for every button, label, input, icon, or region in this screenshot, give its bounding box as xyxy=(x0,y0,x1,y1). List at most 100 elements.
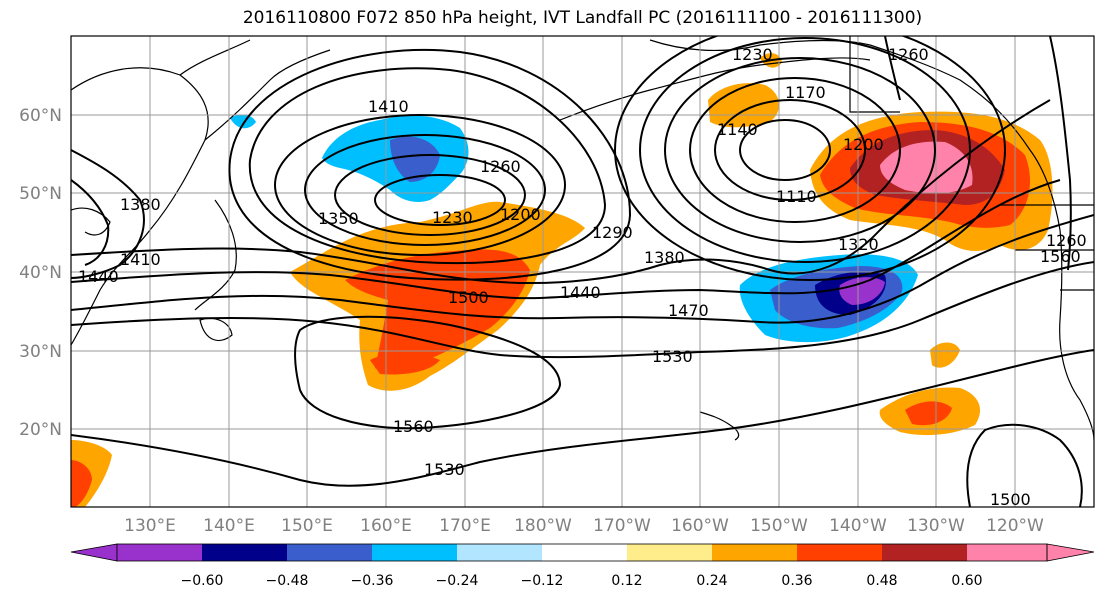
lon-label: 120°W xyxy=(986,516,1044,536)
ivt-negative-core xyxy=(390,136,440,182)
lon-label: 160°W xyxy=(671,516,729,536)
contour-label: 1320 xyxy=(838,235,879,254)
lon-label: 130°W xyxy=(907,516,965,536)
colorbar-tick: −0.12 xyxy=(521,573,564,589)
kamchatka-coastline xyxy=(179,39,331,141)
contour-line xyxy=(248,67,607,265)
contour-line xyxy=(274,114,566,256)
ivt-negative-region xyxy=(230,114,256,129)
contour-label: 1350 xyxy=(318,209,359,228)
colorbar-bin xyxy=(372,544,457,561)
colorbar-bin xyxy=(117,544,202,561)
colorbar-bin xyxy=(457,544,542,561)
contour-label: 1380 xyxy=(644,248,685,267)
contour-line xyxy=(714,99,866,201)
contour-line xyxy=(304,134,546,246)
contour-line xyxy=(334,154,526,236)
colorbar-tick: −0.24 xyxy=(436,573,479,589)
contour-line xyxy=(71,179,1061,300)
colorbar-tick: −0.48 xyxy=(266,573,309,589)
contour-line xyxy=(71,349,1094,487)
lon-label: 140°E xyxy=(203,516,255,536)
colorbar-extend-low xyxy=(70,543,118,562)
lon-label: 180°W xyxy=(514,516,572,536)
contour-label: 1200 xyxy=(843,135,884,154)
colorbar-tick: 0.24 xyxy=(696,573,727,589)
contour-label: 1560 xyxy=(1040,247,1081,266)
contour-line xyxy=(71,261,1094,359)
lon-label: 170°E xyxy=(439,516,491,536)
graticule xyxy=(71,36,1094,507)
ivt-positive-peak xyxy=(880,141,973,194)
lon-label: 150°W xyxy=(750,516,808,536)
colorbar-bin xyxy=(202,544,287,561)
map-frame xyxy=(70,35,1095,508)
colorbar-bin xyxy=(542,544,627,561)
colorbar-tick: 0.36 xyxy=(781,573,812,589)
contour-label: 1290 xyxy=(592,223,633,242)
lon-label: 150°E xyxy=(281,516,333,536)
colorbar-bin xyxy=(287,544,372,561)
contour-label: 1260 xyxy=(480,157,521,176)
contour-label: 1380 xyxy=(120,195,161,214)
contour-label: 1200 xyxy=(500,205,541,224)
ivt-positive-core xyxy=(71,460,92,507)
lat-label: 60°N xyxy=(19,106,62,126)
colorbar-tick: 0.60 xyxy=(951,573,982,589)
contour-line xyxy=(71,179,110,266)
contour-label: 1530 xyxy=(652,347,693,366)
contour-line xyxy=(71,149,145,279)
map-title: 2016110800 F072 850 hPa height, IVT Land… xyxy=(242,8,923,28)
lon-label: 160°E xyxy=(360,516,412,536)
contour-label: 1500 xyxy=(990,490,1031,509)
lon-label: 140°W xyxy=(829,516,887,536)
latitude-labels: 60°N 50°N 40°N 30°N 20°N xyxy=(19,106,62,440)
colorbar-frame xyxy=(116,543,1048,562)
contour-line xyxy=(71,214,1094,324)
contour-label: 1260 xyxy=(1046,231,1087,250)
lon-label: 170°W xyxy=(593,516,651,536)
ivt-positive-region xyxy=(930,342,960,368)
contour-label: 1140 xyxy=(717,120,758,139)
contour-label: 1470 xyxy=(668,301,709,320)
contour-label: 1530 xyxy=(424,460,465,479)
colorbar-bin xyxy=(797,544,882,561)
contour-line xyxy=(739,119,831,181)
contour-label: 1170 xyxy=(785,83,826,102)
contour-line xyxy=(1049,36,1072,271)
colorbar-bin xyxy=(967,544,1047,561)
colorbar-tick: 0.12 xyxy=(611,573,642,589)
contour-label: 1560 xyxy=(393,417,434,436)
ivt-negative-peak xyxy=(839,277,885,305)
colorbar-bin xyxy=(627,544,712,561)
contour-line xyxy=(294,315,562,430)
contour-label: 1230 xyxy=(732,45,773,64)
ivt-positive-region xyxy=(708,83,780,128)
political-boundaries xyxy=(1000,204,1094,291)
contour-label: 1440 xyxy=(78,267,119,286)
colorbar-ticks: −0.60 −0.48 −0.36 −0.24 −0.12 0.12 0.24 … xyxy=(181,573,983,589)
hawaii-coastline xyxy=(699,411,740,441)
colorbar-extend-high xyxy=(1046,543,1095,562)
contour-label: 1410 xyxy=(120,250,161,269)
contour-label: 1260 xyxy=(888,45,929,64)
contour-line xyxy=(71,99,1051,285)
contour-label: 1410 xyxy=(368,97,409,116)
ivt-positive-core xyxy=(370,353,440,375)
colorbar-bin xyxy=(882,544,967,561)
colorbar-tick: −0.60 xyxy=(181,573,224,589)
colorbar: −0.60 −0.48 −0.36 −0.24 −0.12 0.12 0.24 … xyxy=(70,543,1095,589)
longitude-labels: 130°E 140°E 150°E 160°E 170°E 180°W 170°… xyxy=(124,516,1044,536)
contour-line xyxy=(884,36,901,101)
ivt-positive-core xyxy=(905,401,952,426)
lat-label: 20°N xyxy=(19,420,62,440)
japan-coastline xyxy=(194,199,237,311)
contour-line xyxy=(689,77,901,223)
contour-label: 1230 xyxy=(432,208,473,227)
contour-line xyxy=(614,36,1006,281)
north-america-coastline xyxy=(649,39,1094,441)
contour-line xyxy=(374,174,506,226)
contour-labels: 1230 1260 1230 1200 1290 1350 1410 1380 … xyxy=(78,45,1087,509)
contour-line xyxy=(228,48,632,281)
